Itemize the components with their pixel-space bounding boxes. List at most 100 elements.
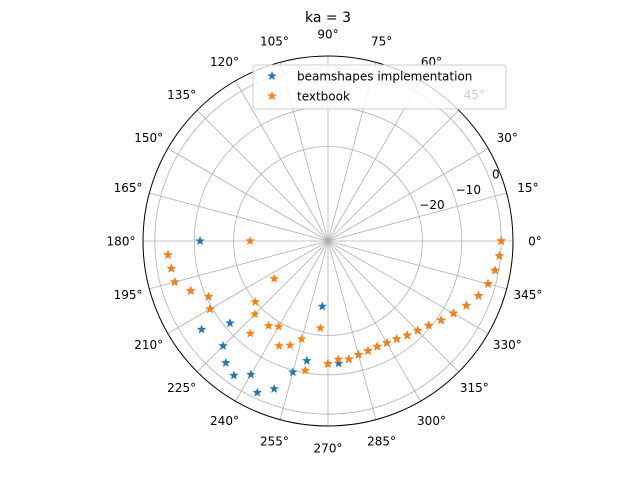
data-point bbox=[269, 273, 279, 283]
data-point bbox=[448, 308, 459, 318]
legend-label: textbook bbox=[297, 90, 350, 104]
angle-tick-label: 255° bbox=[260, 434, 289, 448]
angle-gridline bbox=[149, 240, 329, 290]
angle-tick-label: 240° bbox=[210, 414, 239, 428]
data-point bbox=[185, 285, 196, 296]
data-point bbox=[323, 358, 333, 368]
data-point bbox=[169, 277, 180, 287]
angle-tick-label: 345° bbox=[513, 288, 542, 302]
data-point bbox=[302, 355, 312, 365]
data-point bbox=[300, 365, 310, 375]
radius-gridline bbox=[233, 146, 423, 336]
data-point bbox=[288, 367, 298, 377]
legend-marker bbox=[267, 90, 277, 101]
data-point bbox=[250, 296, 261, 307]
data-point bbox=[382, 337, 392, 347]
data-point bbox=[333, 354, 344, 364]
angle-gridline bbox=[149, 192, 329, 242]
radius-tick-label: −10 bbox=[456, 183, 481, 197]
series-1 bbox=[163, 235, 506, 375]
data-point bbox=[263, 320, 274, 330]
data-point bbox=[245, 328, 256, 338]
data-point bbox=[402, 330, 412, 340]
angle-tick-label: 30° bbox=[497, 131, 518, 145]
angle-gridline bbox=[167, 240, 329, 334]
angle-tick-label: 315° bbox=[460, 381, 489, 395]
data-point bbox=[221, 357, 231, 367]
angle-gridline bbox=[196, 109, 329, 242]
legend: beamshapes implementation textbook bbox=[252, 64, 507, 110]
data-point bbox=[483, 278, 493, 288]
angle-gridline bbox=[327, 109, 460, 242]
angle-tick-label: 0° bbox=[528, 235, 542, 249]
angle-gridline bbox=[327, 148, 489, 242]
data-point bbox=[315, 323, 326, 333]
data-point bbox=[490, 265, 500, 275]
data-point bbox=[225, 318, 235, 328]
angle-tick-label: 165° bbox=[114, 181, 143, 195]
angle-tick-label: 210° bbox=[134, 338, 163, 352]
data-point bbox=[195, 235, 205, 246]
angle-tick-label: 330° bbox=[493, 338, 522, 352]
angle-tick-label: 180° bbox=[107, 235, 136, 249]
data-point bbox=[372, 341, 383, 351]
chart-title: ka = 3 bbox=[305, 10, 351, 26]
data-point bbox=[423, 320, 434, 330]
data-point bbox=[494, 250, 505, 261]
legend-marker bbox=[267, 70, 277, 81]
angle-tick-label: 300° bbox=[417, 414, 446, 428]
angle-tick-label: 150° bbox=[134, 131, 163, 145]
angle-gridline bbox=[327, 240, 507, 290]
data-point bbox=[252, 387, 263, 397]
data-point bbox=[246, 369, 256, 379]
data-point bbox=[203, 291, 214, 301]
angle-tick-label: 135° bbox=[167, 88, 196, 102]
data-point bbox=[317, 301, 328, 311]
angle-tick-label: 285° bbox=[367, 434, 396, 448]
data-point bbox=[269, 383, 279, 394]
radial-tick-labels: −20 −10 0 bbox=[419, 168, 499, 212]
data-point bbox=[245, 235, 255, 246]
data-point bbox=[196, 324, 207, 334]
data-point bbox=[285, 340, 295, 350]
data-point bbox=[218, 340, 228, 350]
data-point bbox=[436, 315, 446, 325]
angle-tick-label: 120° bbox=[210, 55, 239, 69]
data-point bbox=[473, 290, 484, 300]
legend-frame bbox=[252, 64, 507, 110]
angle-gridline bbox=[327, 240, 421, 402]
angle-tick-label: 195° bbox=[114, 288, 143, 302]
angle-tick-label: 15° bbox=[517, 181, 538, 195]
angle-gridline bbox=[327, 192, 507, 242]
data-point bbox=[273, 321, 284, 331]
angle-tick-label: 75° bbox=[371, 35, 392, 49]
legend-label: beamshapes implementation bbox=[297, 70, 472, 84]
angle-tick-label: 105° bbox=[260, 35, 289, 49]
data-point bbox=[353, 349, 364, 359]
data-point bbox=[163, 249, 173, 260]
angle-gridline bbox=[279, 240, 329, 420]
angle-tick-label: 90° bbox=[317, 28, 338, 42]
radius-tick-label: 0 bbox=[492, 168, 500, 182]
data-point bbox=[391, 333, 402, 344]
data-point bbox=[363, 345, 373, 355]
data-series bbox=[163, 235, 506, 397]
angle-gridline bbox=[167, 148, 329, 242]
angle-gridline bbox=[196, 240, 329, 373]
angle-gridline bbox=[327, 240, 460, 373]
polar-frame bbox=[142, 55, 514, 427]
radius-tick-label: −20 bbox=[419, 198, 444, 212]
angle-tick-label: 270° bbox=[314, 442, 343, 456]
angle-gridline bbox=[327, 240, 377, 420]
data-point bbox=[496, 235, 506, 246]
data-point bbox=[229, 370, 239, 380]
data-point bbox=[274, 340, 284, 350]
data-point bbox=[205, 304, 215, 314]
angle-tick-labels: 0°15°30°45°60°75°90°105°120°135°150°165°… bbox=[107, 28, 543, 456]
angle-gridline bbox=[235, 80, 329, 242]
data-point bbox=[461, 300, 472, 310]
data-point bbox=[250, 309, 260, 319]
data-point bbox=[333, 358, 344, 368]
angle-gridline bbox=[327, 240, 489, 334]
